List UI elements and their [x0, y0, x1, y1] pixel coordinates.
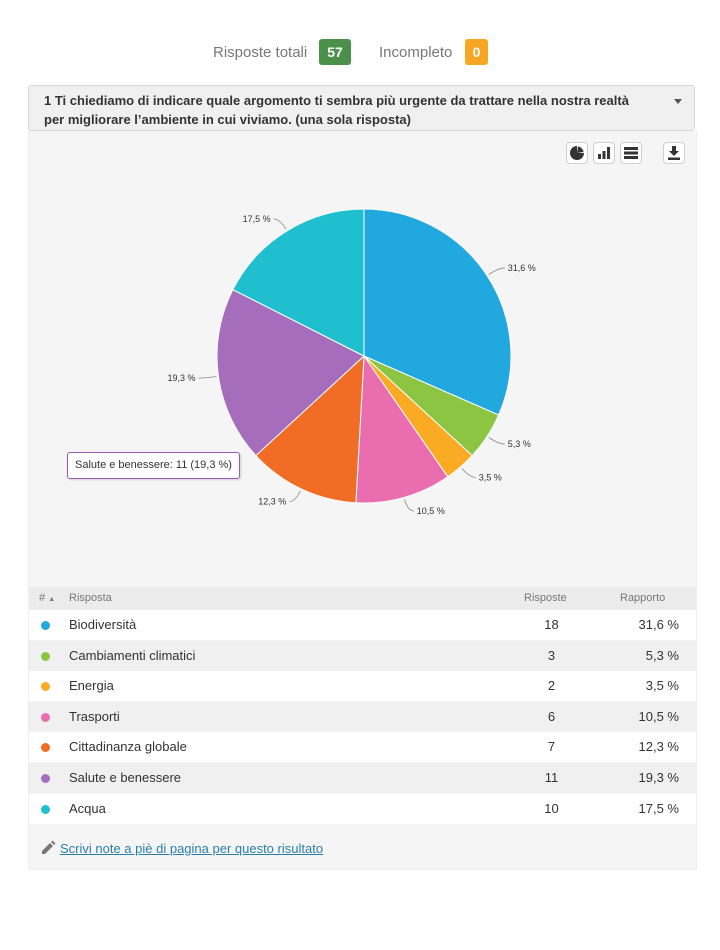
- answer-label: Salute e benessere: [69, 770, 182, 785]
- sort-asc-icon: ▲: [48, 596, 56, 603]
- pie-slice[interactable]: [216, 288, 365, 457]
- slice-percent-label: 31,6 %: [508, 263, 536, 273]
- answer-label: Cambiamenti climatici: [69, 647, 196, 663]
- total-responses-label: Risposte totali: [213, 44, 308, 61]
- response-count: 3: [547, 647, 556, 663]
- chart-tooltip: Salute e benessere: 11 (19,3 %): [67, 452, 240, 479]
- pie-slice[interactable]: [363, 208, 512, 416]
- answer-label: Cittadinanza globale: [69, 739, 187, 755]
- response-count: 10: [544, 800, 559, 816]
- slice-percent-label: 5,3 %: [508, 439, 531, 449]
- slice-percent-label: 12,3 %: [258, 497, 286, 507]
- question-title: 1 Ti chiediamo di indicare quale argomen…: [44, 93, 629, 127]
- download-button[interactable]: [663, 142, 685, 164]
- table-row: Biodiversità 18 31,6 %: [29, 610, 696, 640]
- table-row: Salute e benessere 11 19,3 %: [29, 763, 696, 793]
- legend-dot: [41, 682, 50, 692]
- footnote-link[interactable]: Scrivi note a piè di pagina per questo r…: [60, 841, 324, 856]
- col-header-responses[interactable]: Risposte: [524, 592, 567, 604]
- table-row: Energia 2 3,5 %: [29, 671, 696, 702]
- legend-dot: [41, 804, 50, 814]
- answer-label: Trasporti: [69, 708, 120, 724]
- table-row: Trasporti 6 10,5 %: [29, 701, 696, 732]
- legend-dot: [41, 774, 50, 783]
- response-summary: Risposte totali 57 Incompleto 0: [0, 39, 720, 67]
- pie-slice[interactable]: [232, 208, 365, 357]
- slice-connector: [488, 267, 505, 275]
- incomplete-badge: 0: [465, 39, 488, 65]
- pie-chart-icon: [570, 146, 584, 160]
- pencil-icon: [42, 840, 56, 854]
- slice-connector: [289, 490, 301, 503]
- answer-label: Energia: [69, 678, 114, 694]
- slice-connector: [404, 499, 414, 512]
- slice-percent-label: 19,3 %: [167, 373, 195, 383]
- bar-chart-icon: [598, 147, 610, 159]
- response-count: 18: [544, 617, 559, 632]
- incomplete-label: Incompleto: [379, 44, 453, 61]
- legend-dot: [41, 743, 50, 753]
- response-count: 6: [547, 708, 556, 724]
- table-row: Acqua 10 17,5 %: [29, 793, 696, 824]
- table-row: Cittadinanza globale 7 12,3 %: [29, 732, 696, 763]
- response-ratio: 19,3 %: [638, 770, 679, 785]
- table-icon: [624, 147, 638, 159]
- slice-percent-label: 3,5 %: [479, 472, 502, 482]
- pie-chart-button[interactable]: [566, 142, 588, 164]
- response-ratio: 10,5 %: [638, 708, 679, 724]
- question-header[interactable]: 1 Ti chiediamo di indicare quale argomen…: [28, 85, 695, 131]
- table-view-button[interactable]: [620, 142, 642, 164]
- chevron-down-icon[interactable]: [674, 99, 682, 104]
- slice-percent-label: 17,5 %: [243, 214, 271, 224]
- response-ratio: 31,6 %: [638, 617, 679, 632]
- table-header: # ▲ Risposta Risposte Rapporto: [29, 587, 696, 610]
- col-header-number[interactable]: # ▲: [39, 592, 56, 604]
- legend-dot: [41, 621, 50, 630]
- slice-connector: [488, 437, 505, 445]
- pie-slice[interactable]: [255, 354, 365, 504]
- legend-dot: [41, 651, 50, 661]
- response-ratio: 5,3 %: [645, 647, 679, 663]
- slice-connector: [273, 218, 287, 230]
- slice-percent-label: 10,5 %: [417, 506, 445, 516]
- slice-connector: [198, 376, 217, 379]
- slice-connector: [461, 468, 476, 478]
- pie-slice[interactable]: [355, 354, 449, 504]
- response-count: 11: [544, 770, 559, 785]
- response-ratio: 17,5 %: [638, 800, 679, 816]
- legend-dot: [41, 712, 50, 722]
- col-header-ratio[interactable]: Rapporto: [620, 592, 666, 604]
- answer-label: Acqua: [69, 800, 106, 816]
- total-responses-badge: 57: [319, 39, 351, 65]
- response-ratio: 12,3 %: [638, 739, 679, 755]
- table-row: Cambiamenti climatici 3 5,3 %: [29, 640, 696, 671]
- bar-chart-button[interactable]: [593, 142, 615, 164]
- response-count: 7: [547, 739, 556, 755]
- response-count: 2: [547, 678, 556, 694]
- download-icon: [668, 146, 680, 160]
- answer-label: Biodiversità: [69, 617, 137, 632]
- response-ratio: 3,5 %: [645, 678, 679, 694]
- pie-chart: 31,6 % 5,3 % 3,5 % 10,5 % 12,3 % 19,3 % 17,5 %: [167, 208, 536, 516]
- col-header-answer[interactable]: Risposta: [69, 592, 112, 604]
